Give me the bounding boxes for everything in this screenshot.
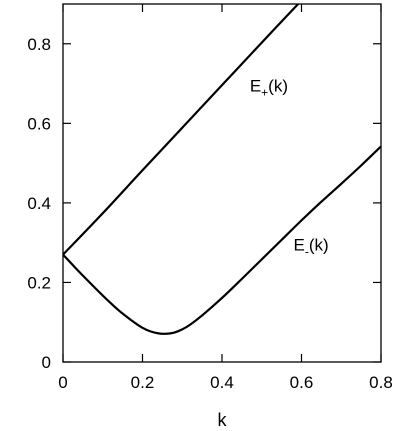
series-line-e-minus	[63, 145, 381, 335]
x-tick-label: 0.8	[369, 373, 393, 392]
y-tick-label: 0.4	[27, 194, 51, 213]
plot-frame	[62, 3, 382, 363]
tick-labels: 0 0.2 0.4 0.6 0.8 0 0.2 0.4 0.6 0.8	[27, 35, 392, 392]
y-tick-label: 0	[42, 353, 51, 372]
y-tick-label: 0.8	[27, 35, 51, 54]
x-tick-label: 0	[58, 373, 67, 392]
y-tick-label: 0.6	[27, 114, 51, 133]
x-tick-label: 0.4	[210, 373, 234, 392]
series-label-e-minus: E-(k)	[294, 236, 329, 259]
x-tick-label: 0.2	[131, 373, 155, 392]
x-tick-label: 0.6	[290, 373, 314, 392]
series-line-e-plus	[63, 4, 300, 256]
x-axis-title: k	[218, 410, 228, 430]
series-label-e-plus: E+(k)	[250, 77, 288, 100]
curve-labels: E+(k) E-(k)	[250, 77, 329, 259]
curves	[63, 4, 381, 335]
y-tick-label: 0.2	[27, 273, 51, 292]
ticks	[62, 4, 382, 363]
